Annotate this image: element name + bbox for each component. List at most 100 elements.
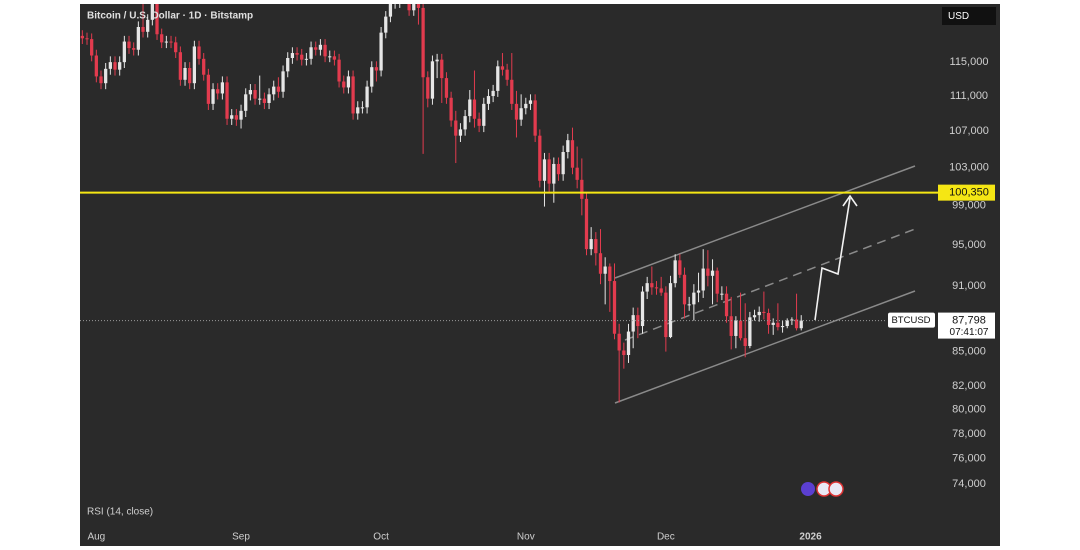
candle-body [295, 53, 299, 55]
candle-body [538, 135, 542, 181]
candle-body [598, 253, 603, 274]
candle-body [687, 304, 691, 306]
x-tick-label: Oct [373, 532, 389, 543]
candle-body [589, 239, 593, 250]
candle-body [440, 59, 444, 79]
candle-body [360, 107, 365, 109]
candle-body [197, 46, 201, 59]
candle-body [664, 292, 668, 338]
candle-body [780, 326, 785, 328]
candle-body [463, 116, 467, 130]
candle-body [612, 281, 617, 334]
candle-body [626, 331, 631, 355]
y-tick-label: 80,000 [952, 404, 986, 416]
candle-body [132, 48, 136, 50]
candle-body [528, 100, 533, 104]
candle-body [477, 118, 481, 126]
symbol-label: BTCUSD [891, 315, 930, 326]
candle-body [738, 320, 743, 339]
candle-body [309, 47, 313, 59]
x-tick-label: Aug [87, 532, 105, 543]
candle-body [155, 4, 159, 35]
y-tick-label: 111,000 [950, 90, 988, 102]
candle-body [510, 79, 514, 104]
candle-body [575, 167, 579, 180]
candle-body [374, 67, 379, 71]
candle-body [580, 179, 584, 199]
candle-body [127, 41, 131, 49]
candle-body [449, 97, 453, 121]
candle-body [365, 86, 369, 108]
candle-body [118, 62, 122, 70]
currency-box [942, 7, 996, 25]
candle-body [370, 67, 374, 87]
plot-area [80, 4, 916, 404]
candle-body [90, 39, 94, 56]
candle-body [239, 110, 243, 120]
candle-body [692, 292, 696, 305]
candle-body [636, 315, 640, 327]
candle-body [113, 62, 117, 70]
candle-body [524, 103, 528, 109]
candle-body [785, 320, 789, 327]
last-price-label: 87,798 [952, 315, 986, 327]
candle-body [482, 103, 486, 126]
candle-body [267, 94, 271, 103]
candle-body [332, 56, 337, 60]
candle-body [136, 26, 140, 50]
candle-body [542, 159, 547, 181]
y-tick-label: 82,000 [952, 380, 986, 392]
candle-body [150, 4, 154, 20]
candle-body [458, 129, 463, 136]
candle-body [290, 53, 295, 58]
candle-body [122, 41, 126, 63]
channel-lower [614, 290, 916, 404]
candle-body [584, 198, 589, 250]
candle-body [356, 107, 360, 114]
candle-body [104, 68, 108, 84]
candle-body [729, 316, 733, 336]
level-label-box [938, 184, 995, 201]
arrow-head [842, 194, 858, 207]
candle-body [640, 291, 645, 327]
candle-body [384, 16, 388, 33]
candle-body [757, 311, 761, 316]
y-tick-label: 103,000 [949, 162, 989, 174]
candle-body [706, 268, 710, 276]
candle-body [650, 283, 654, 288]
candle-body [500, 66, 505, 70]
y-tick-label: 91,000 [952, 280, 986, 292]
y-tick-label: 76,000 [952, 453, 986, 465]
candle-body [230, 115, 234, 119]
candle-body [286, 57, 290, 72]
candle-body [225, 82, 229, 119]
candle-body [566, 140, 570, 153]
candle-body [594, 239, 598, 254]
candle-body [472, 99, 477, 119]
candle-body [318, 44, 323, 50]
indicator-label: RSI (14, close) [87, 507, 153, 518]
candle-body [192, 46, 197, 84]
y-tick-label: 115,000 [950, 56, 989, 68]
last-price-box [938, 312, 995, 339]
candle-body [505, 69, 509, 80]
candle-body [790, 319, 794, 321]
x-tick-label: Dec [657, 532, 675, 543]
candle-body [323, 44, 327, 57]
candle-body [174, 42, 178, 53]
projection-arrow [814, 197, 851, 321]
candle-body [304, 58, 309, 60]
candle-body [654, 287, 659, 289]
y-tick-label: 74,000 [952, 478, 986, 490]
candle-body [720, 293, 724, 295]
candle-body [435, 59, 439, 62]
candle-body [211, 89, 215, 104]
candle-body [468, 99, 472, 117]
candle-body [412, 4, 416, 11]
candle-body [631, 315, 635, 332]
candle-body [496, 66, 500, 91]
x-tick-label: Sep [232, 532, 250, 543]
candle-body [276, 86, 281, 92]
candle-body [724, 293, 729, 317]
candle-body [682, 274, 687, 305]
